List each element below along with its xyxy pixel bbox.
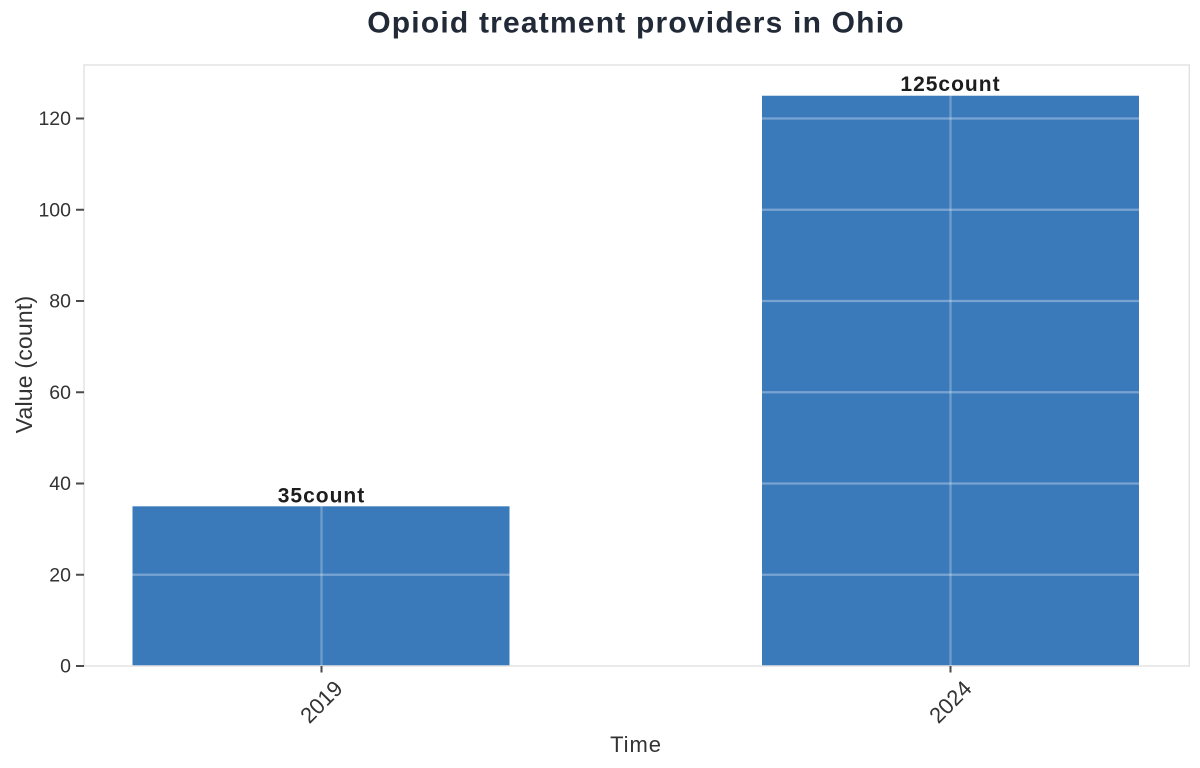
svg-text:Value (count): Value (count) [11, 296, 37, 434]
svg-text:0: 0 [60, 656, 71, 678]
svg-text:20: 20 [49, 564, 71, 586]
svg-text:80: 80 [49, 291, 71, 313]
svg-text:35count: 35count [278, 484, 366, 507]
svg-text:Time: Time [610, 732, 662, 757]
svg-text:40: 40 [49, 473, 71, 495]
svg-text:Opioid treatment providers in: Opioid treatment providers in Ohio [367, 7, 905, 40]
svg-text:60: 60 [49, 382, 71, 404]
svg-text:100: 100 [38, 199, 71, 221]
svg-text:125count: 125count [900, 73, 1000, 96]
svg-text:120: 120 [38, 108, 71, 130]
